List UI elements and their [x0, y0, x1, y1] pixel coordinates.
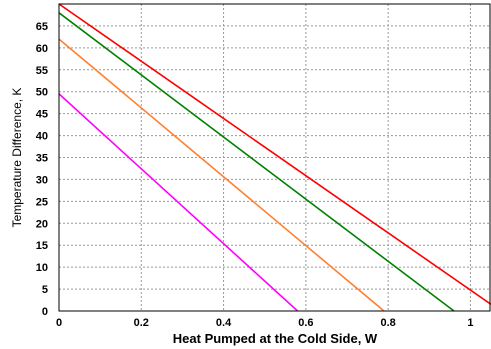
x-tick-label: 0.8	[380, 317, 395, 329]
x-axis-label: Heat Pumped at the Cold Side, W	[173, 331, 378, 346]
series-line-4	[58, 93, 299, 312]
y-tick-label: 60	[36, 43, 48, 55]
series-line-3	[58, 38, 385, 312]
y-tick-label: 50	[36, 87, 48, 99]
y-tick-label: 40	[36, 131, 48, 143]
x-tick-label: 0.2	[134, 317, 149, 329]
x-tick-label: 0.6	[298, 317, 313, 329]
y-tick-label: 0	[42, 306, 48, 318]
plot-frame	[58, 3, 491, 312]
x-tick-label: 1	[467, 317, 473, 329]
y-tick-label: 30	[36, 174, 48, 186]
series-line-2	[58, 12, 455, 312]
y-tick-label: 55	[36, 65, 48, 77]
series-group	[58, 3, 491, 312]
y-tick-label: 20	[36, 218, 48, 230]
grid	[59, 4, 491, 311]
y-tick-label: 5	[42, 284, 48, 296]
series-line-1	[58, 3, 491, 306]
y-tick-label: 45	[36, 109, 48, 121]
x-tick-label: 0.4	[216, 317, 232, 329]
y-tick-label: 25	[36, 196, 48, 208]
x-tick-label: 0	[56, 317, 62, 329]
y-tick-label: 15	[36, 240, 48, 252]
y-axis-label: Temperature Difference, K	[10, 88, 24, 228]
y-tick-label: 10	[36, 262, 48, 274]
y-tick-label: 35	[36, 153, 48, 165]
y-tick-label: 65	[36, 21, 48, 33]
